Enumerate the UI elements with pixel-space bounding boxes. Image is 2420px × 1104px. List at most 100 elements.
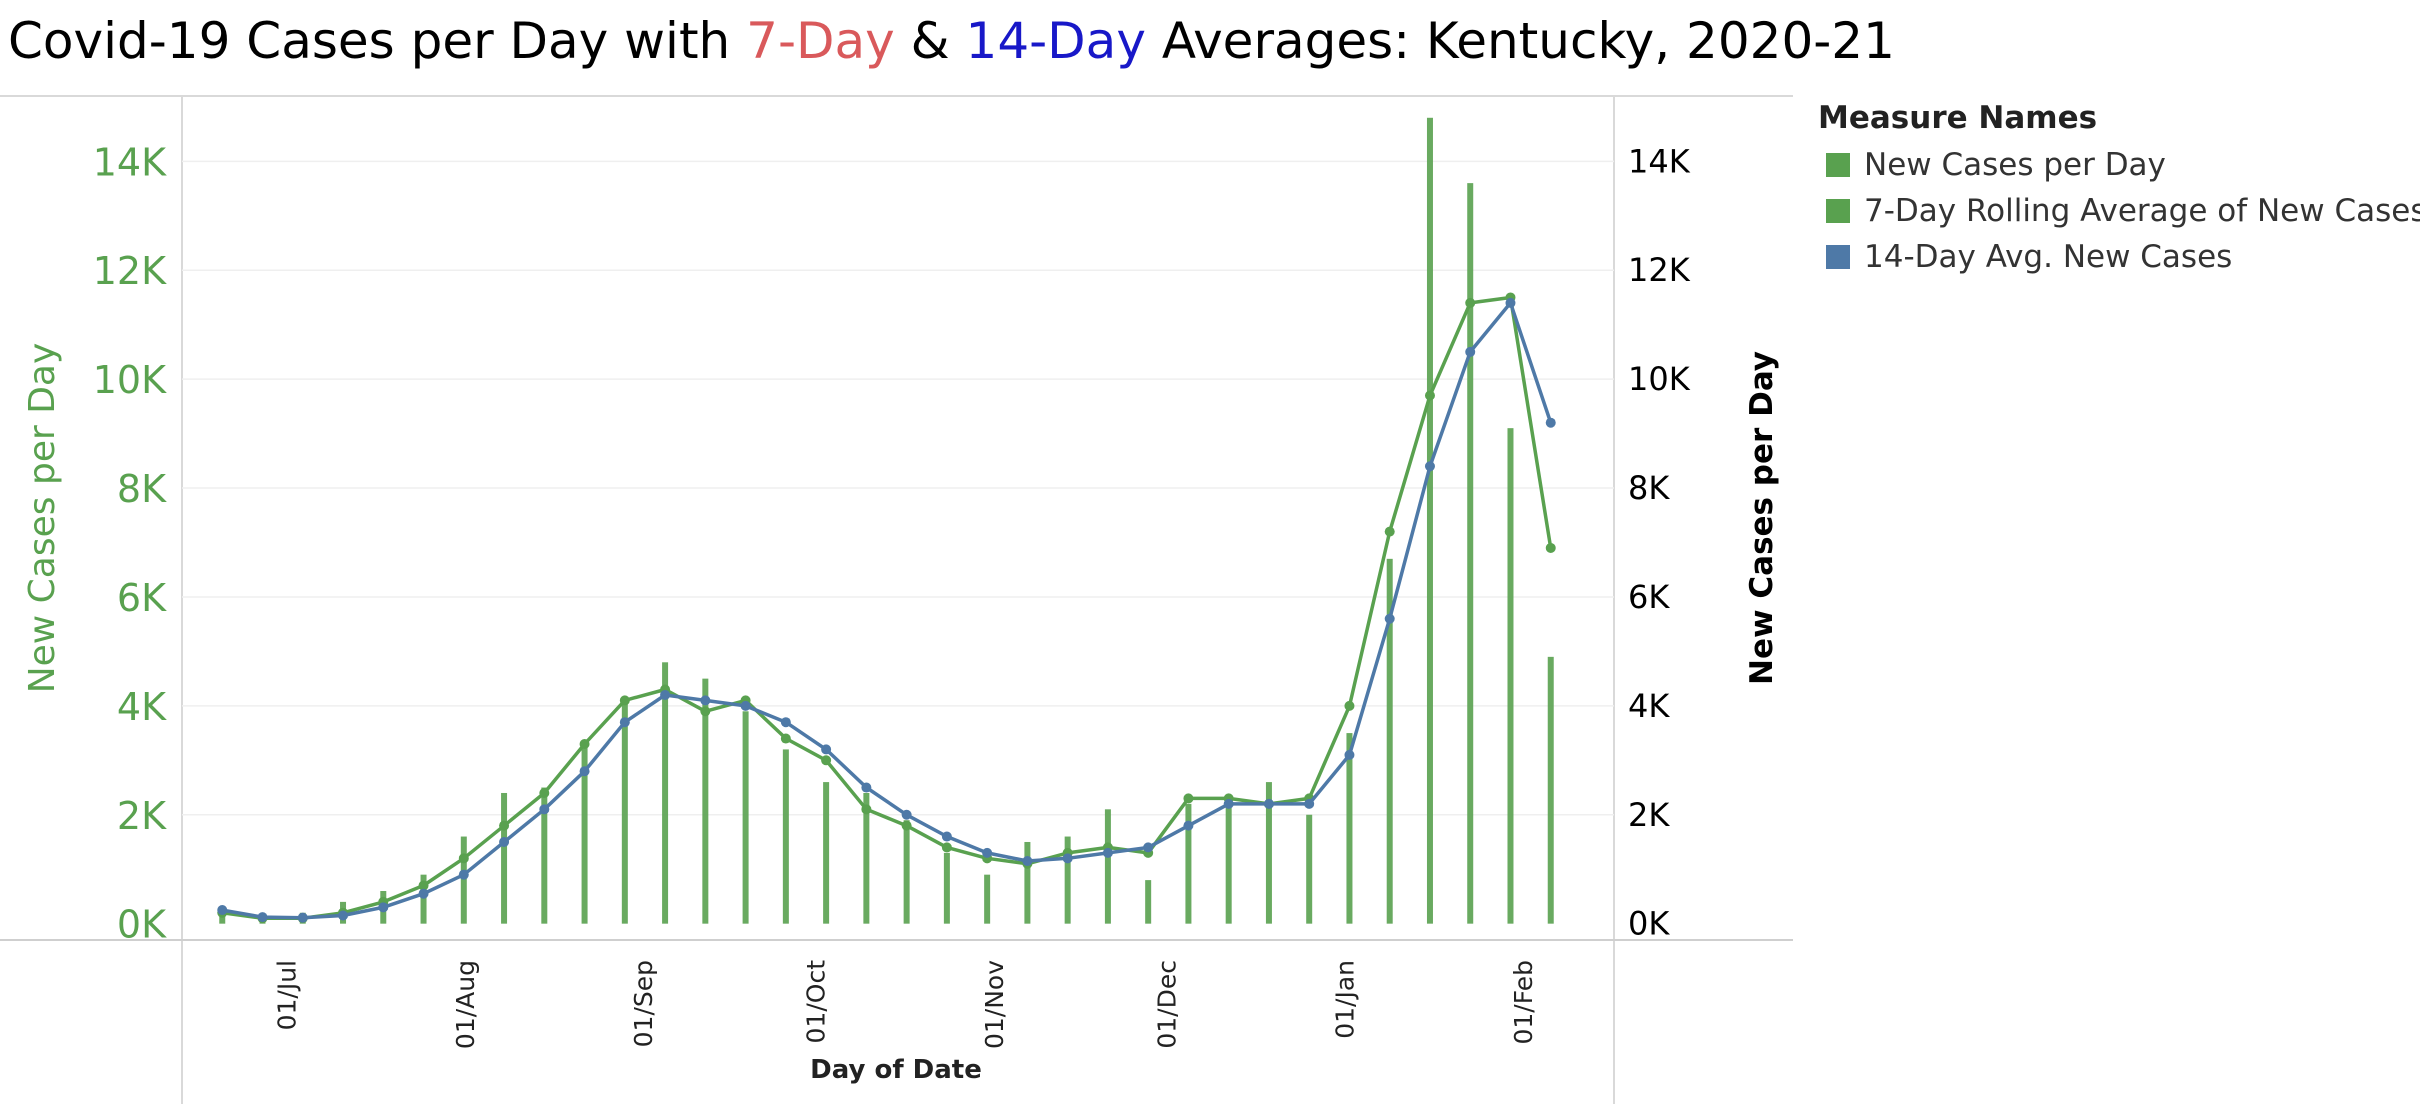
- point-14day-avg: [1022, 856, 1033, 867]
- point-14day-avg: [1143, 842, 1154, 853]
- bar-new-cases: [984, 874, 991, 924]
- point-14day-avg: [217, 905, 228, 916]
- point-14day-avg: [1102, 847, 1113, 858]
- point-7day-avg: [1545, 542, 1556, 553]
- point-7day-avg: [418, 880, 429, 891]
- y-left-tick-label: 4K: [117, 685, 167, 729]
- point-14day-avg: [1505, 297, 1516, 308]
- y-left-tick-label: 0K: [117, 903, 167, 947]
- point-14day-avg: [1545, 417, 1556, 428]
- legend-item-new-cases[interactable]: New Cases per Day: [1818, 142, 2420, 188]
- bar-new-cases: [1507, 428, 1514, 924]
- bar-new-cases: [501, 792, 508, 924]
- bar-new-cases: [823, 782, 830, 924]
- bar-new-cases: [420, 874, 427, 924]
- legend-label-14day-avg: 14-Day Avg. New Cases: [1864, 239, 2233, 275]
- point-14day-avg: [257, 912, 268, 923]
- legend-label-7day-avg: 7-Day Rolling Average of New Cases: [1864, 193, 2420, 229]
- chart-title: Covid-19 Cases per Day with 7-Day & 14-D…: [8, 12, 1895, 70]
- title-part-5: Averages: Kentucky, 2020-21: [1145, 12, 1895, 70]
- bar-new-cases: [1064, 836, 1071, 924]
- point-14day-avg: [982, 847, 993, 858]
- x-tick-label: 01/Jul: [273, 960, 302, 1030]
- line-7day-avg: [222, 295, 1553, 920]
- bar-new-cases: [460, 836, 467, 924]
- point-14day-avg: [1183, 820, 1194, 831]
- y-right-tick-label: 6K: [1628, 578, 1670, 616]
- x-tick-label: 01/Dec: [1152, 960, 1181, 1049]
- point-14day-avg: [297, 912, 308, 923]
- point-7day-avg: [458, 853, 469, 864]
- point-7day-avg: [821, 755, 832, 766]
- y-left-tick-label: 10K: [93, 358, 167, 402]
- point-14day-avg: [780, 717, 791, 728]
- bar-new-cases: [1225, 798, 1232, 924]
- bar-new-cases: [1104, 809, 1111, 924]
- bar-new-cases: [1426, 117, 1433, 924]
- point-14day-avg: [1424, 461, 1435, 472]
- title-part-14day: 14-Day: [965, 12, 1146, 70]
- title-part-7day: 7-Day: [746, 12, 895, 70]
- point-14day-avg: [861, 782, 872, 793]
- gridlines: [182, 160, 1614, 816]
- y-right-tick-label: 0K: [1628, 905, 1670, 943]
- bar-new-cases: [1547, 656, 1554, 924]
- bar-new-cases: [1024, 841, 1031, 924]
- point-14day-avg: [901, 809, 912, 820]
- point-14day-avg: [1263, 798, 1274, 809]
- legend-swatch-7day-avg: [1826, 199, 1850, 223]
- bar-new-cases: [1145, 880, 1152, 924]
- point-7day-avg: [861, 804, 872, 815]
- point-14day-avg: [660, 689, 671, 700]
- point-14day-avg: [1465, 346, 1476, 357]
- x-axis-label: Day of Date: [810, 1055, 982, 1085]
- y-left-tick-label: 8K: [117, 467, 167, 511]
- point-14day-avg: [821, 744, 832, 755]
- point-14day-avg: [458, 869, 469, 880]
- bar-new-cases: [1265, 782, 1272, 924]
- x-tick-label: 01/Nov: [980, 960, 1009, 1049]
- legend-title: Measure Names: [1818, 100, 2098, 136]
- bar-new-cases: [1346, 733, 1353, 924]
- point-7day-avg: [499, 820, 510, 831]
- title-part-3: &: [894, 12, 966, 70]
- y-axis-left: 0K 2K 4K 6K 8K 10K 12K 14K: [93, 140, 167, 946]
- point-14day-avg: [1062, 853, 1073, 864]
- bar-new-cases: [742, 711, 749, 924]
- point-7day-avg: [539, 787, 550, 798]
- x-tick-label: 01/Jan: [1331, 960, 1360, 1039]
- x-axis-ticks: 01/Jul 01/Aug 01/Sep 01/Oct 01/Nov 01/Dec 01/J…: [273, 960, 1538, 1049]
- y-left-tick-label: 12K: [93, 249, 167, 293]
- legend-item-7day-avg[interactable]: 7-Day Rolling Average of New Cases: [1818, 188, 2420, 234]
- point-14day-avg: [700, 695, 711, 706]
- x-tick-label: 01/Oct: [802, 960, 831, 1044]
- point-7day-avg: [1183, 793, 1194, 804]
- legend-swatch-new-cases: [1826, 153, 1850, 177]
- point-14day-avg: [740, 700, 751, 711]
- x-tick-label: 01/Feb: [1509, 960, 1538, 1045]
- point-14day-avg: [1223, 798, 1234, 809]
- y-right-tick-label: 2K: [1628, 796, 1670, 834]
- bars-new-cases: [219, 117, 1554, 924]
- legend-label-new-cases: New Cases per Day: [1864, 147, 2166, 183]
- y-right-tick-label: 12K: [1628, 251, 1691, 289]
- point-14day-avg: [1344, 749, 1355, 760]
- y-left-tick-label: 6K: [117, 576, 167, 620]
- point-7day-avg: [1465, 297, 1476, 308]
- point-14day-avg: [941, 831, 952, 842]
- bar-new-cases: [1386, 558, 1393, 924]
- point-14day-avg: [418, 888, 429, 899]
- bar-new-cases: [782, 749, 789, 924]
- point-7day-avg: [1344, 700, 1355, 711]
- point-14day-avg: [499, 836, 510, 847]
- point-14day-avg: [619, 717, 630, 728]
- bar-new-cases: [903, 820, 910, 924]
- point-7day-avg: [579, 738, 590, 749]
- title-part-1: Covid-19 Cases per Day with: [8, 12, 747, 70]
- bar-new-cases: [1306, 814, 1313, 924]
- legend-item-14day-avg[interactable]: 14-Day Avg. New Cases: [1818, 234, 2420, 280]
- point-14day-avg: [1384, 613, 1395, 624]
- y-axis-left-label: New Cases per Day: [22, 343, 63, 694]
- y-right-tick-label: 4K: [1628, 687, 1670, 725]
